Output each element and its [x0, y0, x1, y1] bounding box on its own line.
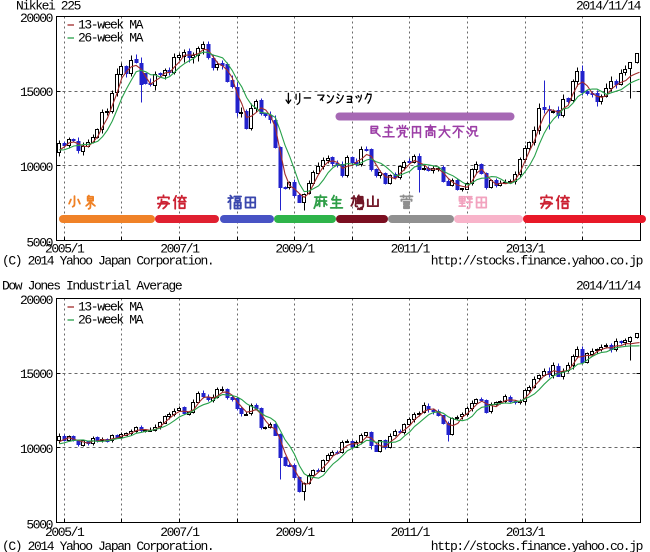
- svg-text:(C) 2014 Yahoo Japan Corporati: (C) 2014 Yahoo Japan Corporation.: [2, 539, 213, 552]
- svg-text:26-week MA: 26-week MA: [78, 31, 144, 46]
- svg-text:2011/1: 2011/1: [391, 242, 431, 257]
- svg-text:2013/1: 2013/1: [506, 242, 546, 257]
- svg-text:2013/1: 2013/1: [506, 525, 546, 540]
- svg-text:Nikkei 225: Nikkei 225: [16, 0, 81, 14]
- svg-text:2005/1: 2005/1: [45, 242, 85, 257]
- svg-text:http://stocks.finance.yahoo.co: http://stocks.finance.yahoo.co.jp: [431, 539, 643, 552]
- svg-text:2007/1: 2007/1: [160, 242, 200, 257]
- svg-text:Dow Jones Industrial Average: Dow Jones Industrial Average: [2, 279, 182, 294]
- svg-text:13-week MA: 13-week MA: [78, 18, 144, 33]
- svg-text:13-week MA: 13-week MA: [78, 300, 144, 315]
- svg-text:20000: 20000: [20, 11, 53, 26]
- svg-text:2014/11/14: 2014/11/14: [576, 0, 642, 14]
- svg-text:(C) 2014 Yahoo Japan Corporati: (C) 2014 Yahoo Japan Corporation.: [2, 254, 213, 269]
- svg-text:http://stocks.finance.yahoo.co: http://stocks.finance.yahoo.co.jp: [431, 254, 643, 269]
- svg-text:2009/1: 2009/1: [275, 525, 315, 540]
- svg-text:15000: 15000: [20, 367, 53, 382]
- svg-text:15000: 15000: [20, 85, 53, 100]
- svg-text:2007/1: 2007/1: [160, 525, 200, 540]
- svg-text:10000: 10000: [20, 160, 53, 175]
- svg-text:2014/11/14: 2014/11/14: [576, 279, 642, 294]
- svg-text:2011/1: 2011/1: [391, 525, 431, 540]
- svg-text:10000: 10000: [20, 442, 53, 457]
- svg-text:2005/1: 2005/1: [45, 525, 85, 540]
- svg-text:5000: 5000: [26, 518, 52, 533]
- svg-text:26-week MA: 26-week MA: [78, 313, 144, 328]
- svg-text:20000: 20000: [20, 293, 53, 308]
- svg-text:2009/1: 2009/1: [275, 242, 315, 257]
- svg-text:5000: 5000: [26, 236, 52, 251]
